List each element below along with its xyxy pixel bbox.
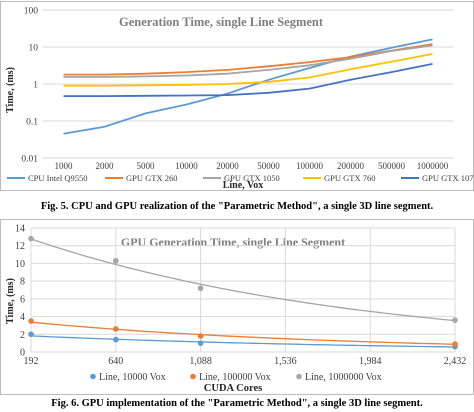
chart2-ytick-label: 12 [15,241,25,252]
chart2-trend-line [30,335,456,348]
chart2-data-point [452,341,458,347]
chart1-xtick-label: 2000 [96,161,115,171]
chart1-xtick-label: 1000 [55,161,74,171]
chart2-data-point [197,333,204,339]
chart1-ytick-label: 100 [24,7,39,17]
chart2-xtick-label: 1,536 [274,356,297,367]
chart1-xtick-label: 100000 [296,161,324,171]
chart2-legend-marker [190,373,196,380]
chart2-ytick-label: 0 [20,348,25,359]
chart2-ytick-label: 6 [20,294,25,305]
chart2-legend-marker [296,373,302,380]
chart2-ylabel: Time, (ms) [5,278,16,324]
chart1-ytick-label: 1 [33,81,38,91]
chart1-panel: Generation Time, single Line Segment Tim… [0,1,474,191]
chart1-xtick-label: 200000 [337,161,365,171]
chart1-legend-label: GPU GTX 260 [126,173,177,183]
chart2-legend-label: Line, 100000 Vox [199,372,271,383]
chart2-xtick-label: 640 [108,356,123,367]
chart2-legend-marker [90,373,96,380]
chart1-series-line [63,44,433,78]
chart2-data-point [28,235,34,242]
chart2-xtick-label: 1,984 [359,356,382,367]
chart2-trend-line [30,321,456,345]
chart1-legend-label: CPU Intel Q9550 [28,173,88,183]
chart2-data-point [452,317,458,323]
chart2-legend-label: Line, 10000 Vox [99,372,166,383]
chart1-legend-label: GPU GTX 1050 [224,173,280,183]
chart1-xtick-label: 10000 [175,161,198,171]
chart2-xtick-label: 192 [24,356,39,367]
chart2-xlabel: CUDA Cores [204,383,262,394]
chart2-data-point [197,340,204,346]
chart1-ytick-label: 0.01 [21,155,38,165]
chart1-xtick-label: 1000000 [417,161,449,171]
chart1-xlabel: Line, Vox [223,180,264,190]
chart1-svg: Generation Time, single Line Segment Tim… [5,7,473,191]
chart1-xtick-label: 20000 [216,161,239,171]
chart2-data-point [113,326,119,332]
chart1-xtick-label: 500000 [378,161,406,171]
chart2-ytick-label: 8 [20,277,25,288]
chart2-xtick-label: 2,432 [444,356,467,367]
chart1-legend-label: GPU GTX 1070i [422,173,473,183]
fig6-caption: Fig. 6. GPU implementation of the "Param… [51,398,423,409]
chart1-xtick-label: 50000 [257,161,280,171]
chart1-series-line [63,53,433,87]
chart2-ytick-label: 4 [20,312,25,323]
chart2-title: GPU Generation Time, single Line Segment [121,235,345,249]
chart1-series-line [63,43,433,76]
chart2-svg: GPU Generation Time, single Line Segment… [5,224,467,395]
chart1-ytick-label: 10 [29,44,39,54]
chart1-series-line [63,63,433,97]
chart2-panel: GPU Generation Time, single Line Segment… [0,219,474,395]
chart2-ytick-label: 14 [15,224,25,235]
chart1-ylabel: Time, (ms) [5,67,16,113]
chart2-data-point [197,285,204,292]
chart2-ytick-label: 2 [20,330,25,341]
chart2-data-point [113,336,119,343]
chart1-title: Generation Time, single Line Segment [119,15,324,29]
chart1-xtick-label: 5000 [137,161,156,171]
chart2-data-point [113,257,119,264]
chart1-legend-label: GPU GTX 760 [324,173,375,183]
chart2-trend-line [30,238,456,322]
fig5-caption: Fig. 5. CPU and GPU realization of the "… [40,201,434,212]
chart2-xtick-label: 1,088 [189,356,212,367]
chart2-ytick-label: 10 [15,259,25,270]
chart1-series-line [63,38,433,135]
chart2-legend-label: Line, 1000000 Vox [305,372,382,383]
chart2-data-point [28,331,34,338]
chart2-data-point [28,318,34,324]
chart1-ytick-label: 0.1 [26,118,38,128]
